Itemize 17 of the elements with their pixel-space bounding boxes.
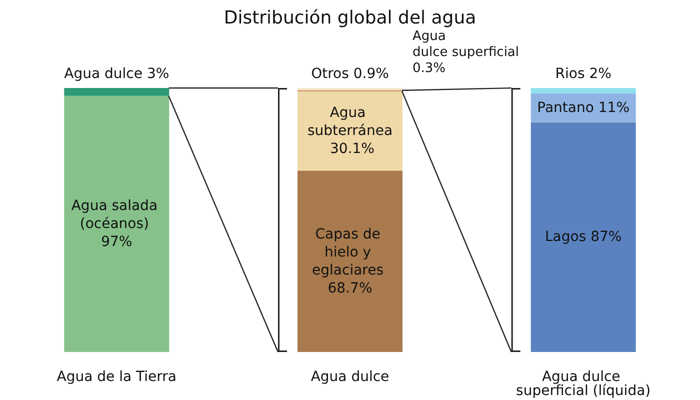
data-label: 30.1% (326, 140, 374, 157)
text: Rios 2% (555, 66, 612, 82)
text: Otros 0.9% (311, 66, 389, 82)
chart-title: Distribución global del agua (224, 8, 476, 28)
text: Pantano 11% (537, 100, 630, 116)
series-label: Agua subterránea (307, 104, 393, 139)
data-label: 68.7% (328, 280, 372, 296)
series-label: Capas de hielo y eglaciares (312, 226, 388, 278)
x-tick-label: Agua de la Tierra (56, 369, 177, 385)
text: Agua dulce 3% (64, 66, 170, 82)
text: Agua dulce superficial (412, 28, 520, 60)
text: Lagos 87% (544, 229, 622, 246)
data-label: 97% (101, 234, 132, 250)
data-label: 0.3% (412, 60, 446, 76)
x-tick-label: Agua dulce (310, 369, 390, 385)
series-label: Agua salada (océanos) (71, 198, 162, 232)
x-tick-label: Agua dulce superficial (líquida) (516, 369, 651, 399)
